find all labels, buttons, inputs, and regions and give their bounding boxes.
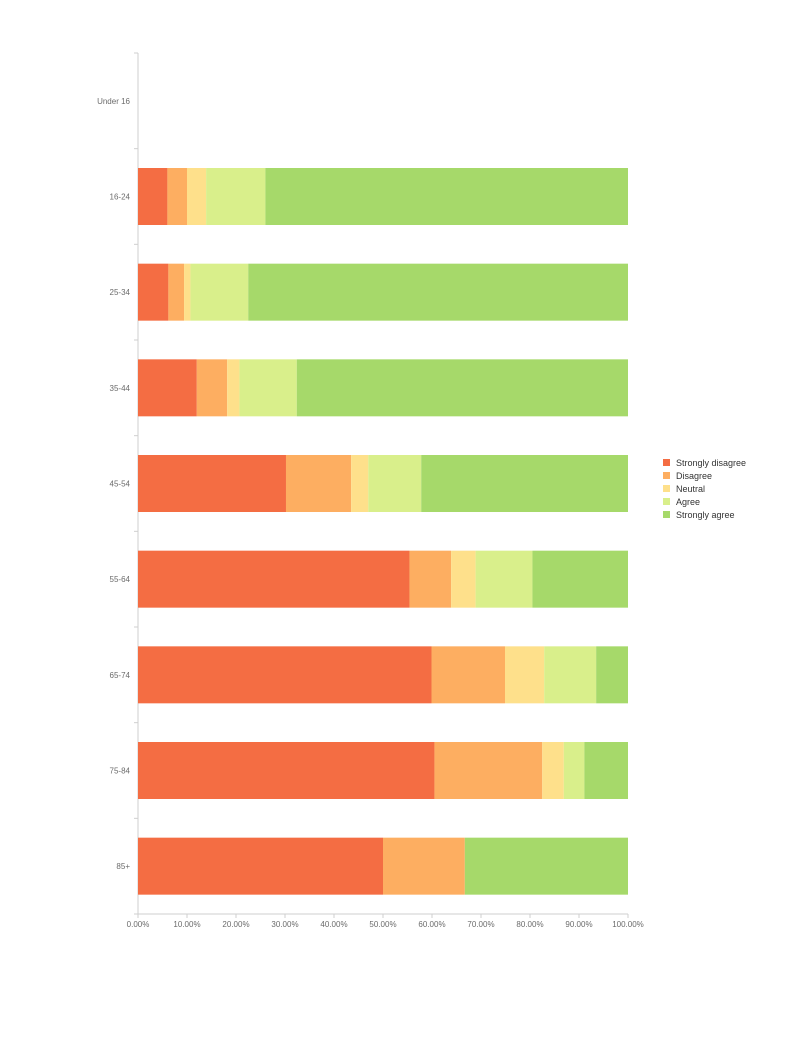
legend-swatch — [663, 472, 670, 479]
x-tick-label: 50.00% — [369, 920, 396, 929]
bar-segment — [138, 742, 435, 799]
y-category-label: 85+ — [116, 862, 130, 871]
x-tick-label: 70.00% — [467, 920, 494, 929]
x-tick-label: 100.00% — [612, 920, 644, 929]
x-tick-label: 90.00% — [565, 920, 592, 929]
chart-legend: Strongly disagree Disagree Neutral Agree Str… — [663, 456, 746, 521]
bar-segment — [184, 263, 191, 321]
bar-segment — [584, 742, 628, 799]
bar-segment — [138, 359, 197, 417]
legend-label: Strongly disagree — [676, 457, 747, 468]
bar-segment — [421, 455, 628, 512]
y-category-label: 45-54 — [110, 480, 131, 489]
legend-item: Disagree — [663, 469, 746, 482]
bar-segment — [409, 550, 452, 608]
legend-label: Neutral — [676, 483, 706, 494]
bar-segment — [285, 455, 352, 512]
bar-segment — [187, 168, 207, 225]
bar-segment — [542, 742, 564, 799]
bar-segment — [265, 168, 628, 225]
bar-segment — [168, 263, 185, 321]
bar-segment — [563, 742, 585, 799]
bar-segment — [475, 550, 533, 608]
x-tick-label: 60.00% — [418, 920, 445, 929]
legend-swatch — [663, 511, 670, 518]
bar-segment — [138, 837, 383, 895]
x-tick-label: 10.00% — [173, 920, 200, 929]
y-category-label: 25-34 — [110, 288, 131, 297]
bar-segment — [227, 359, 240, 417]
legend-item: Agree — [663, 495, 746, 508]
bar-segment — [431, 646, 506, 704]
legend-swatch — [663, 459, 670, 466]
legend-label: Agree — [676, 496, 701, 507]
bar-segment — [138, 168, 168, 225]
x-tick-label: 80.00% — [516, 920, 543, 929]
x-tick-label: 30.00% — [271, 920, 298, 929]
legend-swatch — [663, 485, 670, 492]
bar-segment — [206, 168, 266, 225]
bar-segment — [544, 646, 597, 704]
x-tick-label: 40.00% — [320, 920, 347, 929]
bar-segment — [138, 263, 169, 321]
bar-segment — [383, 837, 465, 895]
legend-item: Strongly disagree — [663, 456, 746, 469]
legend-label: Strongly agree — [676, 509, 735, 520]
y-category-label: 55-64 — [110, 575, 131, 584]
legend-item: Strongly agree — [663, 508, 746, 521]
y-category-label: 65-74 — [110, 671, 131, 680]
bar-segment — [138, 550, 410, 608]
y-category-label: 75-84 — [110, 767, 131, 776]
bar-segment — [596, 646, 628, 704]
bar-segment — [138, 646, 432, 704]
bar-segment — [464, 837, 628, 895]
bar-segment — [505, 646, 545, 704]
y-category-label: 35-44 — [110, 384, 131, 393]
bar-segment — [239, 359, 297, 417]
bar-segment — [167, 168, 187, 225]
bar-segment — [248, 263, 628, 321]
bar-segment — [138, 455, 286, 512]
bar-segment — [296, 359, 628, 417]
legend-swatch — [663, 498, 670, 505]
bar-segment — [190, 263, 249, 321]
bar-segment — [368, 455, 422, 512]
x-tick-label: 20.00% — [222, 920, 249, 929]
y-category-label: Under 16 — [97, 97, 130, 106]
bar-segment — [532, 550, 628, 608]
legend-label: Disagree — [676, 470, 713, 481]
bar-segment — [434, 742, 543, 799]
y-category-label: 16-24 — [110, 193, 131, 202]
bar-segment — [196, 359, 228, 417]
bar-segment — [351, 455, 369, 512]
x-tick-label: 0.00% — [127, 920, 150, 929]
bar-segment — [451, 550, 476, 608]
legend-item: Neutral — [663, 482, 746, 495]
